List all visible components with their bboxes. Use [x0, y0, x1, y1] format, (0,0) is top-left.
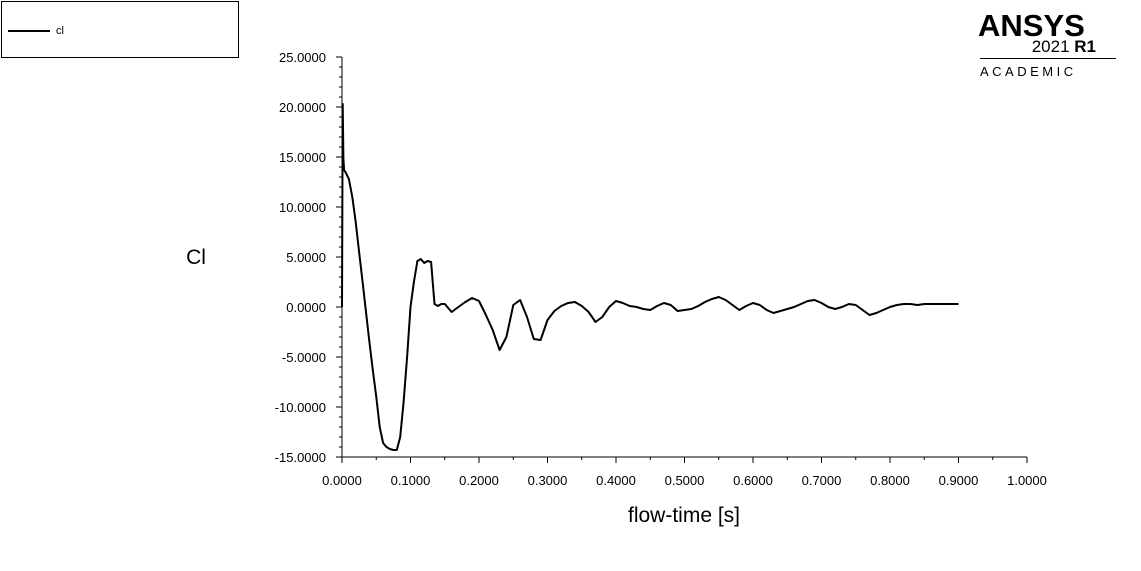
ansys-logo: ANSYS 2021 R1 ACADEMIC — [975, 8, 1125, 83]
legend-label: cl — [56, 25, 64, 37]
x-tick-label: 0.1000 — [391, 473, 431, 488]
y-tick-label: -15.0000 — [275, 450, 326, 465]
y-tick-label: 10.0000 — [279, 200, 326, 215]
x-tick-label: 0.7000 — [802, 473, 842, 488]
x-axis-label: flow-time [s] — [628, 504, 740, 527]
logo-brand: ANSYS — [978, 8, 1085, 43]
x-tick-label: 0.0000 — [322, 473, 362, 488]
x-tick-label: 0.6000 — [733, 473, 773, 488]
x-tick-label: 1.0000 — [1007, 473, 1047, 488]
y-tick-label: 15.0000 — [279, 150, 326, 165]
x-tick-label: 0.9000 — [939, 473, 979, 488]
x-tick-label: 0.8000 — [870, 473, 910, 488]
x-tick-label: 0.2000 — [459, 473, 499, 488]
logo-version: 2021 R1 — [1032, 37, 1096, 57]
logo-version-year: 2021 — [1031, 37, 1070, 56]
x-tick-label: 0.3000 — [528, 473, 568, 488]
x-tick-label: 0.4000 — [596, 473, 636, 488]
y-tick-label: -5.0000 — [282, 350, 326, 365]
y-tick-label: 20.0000 — [279, 100, 326, 115]
logo-version-release: R1 — [1074, 37, 1096, 56]
series-line-cl — [341, 103, 959, 451]
logo-edition: ACADEMIC — [980, 64, 1077, 79]
chart-axes — [341, 57, 1027, 458]
y-axis-label: Cl — [186, 246, 206, 269]
legend: cl — [1, 1, 239, 58]
y-tick-label: 25.0000 — [279, 50, 326, 65]
y-tick-label: 0.0000 — [286, 300, 326, 315]
legend-line-swatch — [8, 30, 50, 32]
y-tick-label: -10.0000 — [275, 400, 326, 415]
x-tick-label: 0.5000 — [665, 473, 705, 488]
chart-tick-labels: 0.0000 0.1000 0.2000 0.3000 0.4000 0.5000 0.60… — [275, 50, 1047, 488]
logo-divider — [980, 58, 1116, 59]
chart-ticks — [336, 56, 1028, 463]
y-tick-label: 5.0000 — [286, 250, 326, 265]
